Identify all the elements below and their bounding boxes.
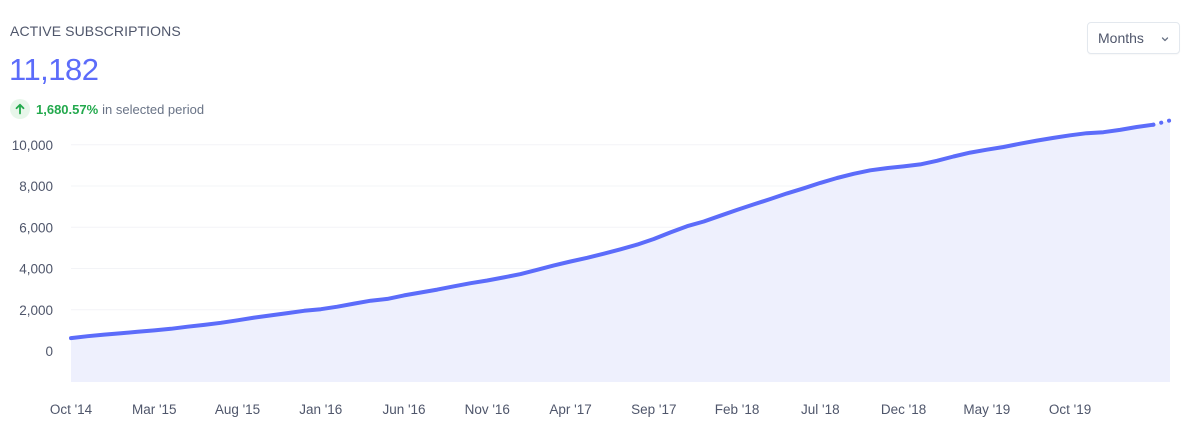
x-tick-label: Oct '14 <box>50 402 93 417</box>
y-tick-label: 4,000 <box>19 262 53 277</box>
change-indicator: 1,680.57% in selected period <box>10 98 204 120</box>
y-tick-label: 10,000 <box>12 138 53 153</box>
metric-value: 11,182 <box>9 52 99 87</box>
x-tick-label: Mar '15 <box>132 402 177 417</box>
x-tick-label: Dec '18 <box>881 402 926 417</box>
change-caption: in selected period <box>102 101 205 117</box>
y-tick-label: 8,000 <box>19 179 53 194</box>
x-axis: Oct '14 Mar '15 Aug '15 Jan '16 Jun '16 Nov '… <box>50 402 1091 417</box>
arrow-up-icon <box>10 99 30 119</box>
metric-title: ACTIVE SUBSCRIPTIONS <box>10 23 181 39</box>
x-tick-label: Oct '19 <box>1049 402 1091 417</box>
x-tick-label: Jul '18 <box>801 402 840 417</box>
x-tick-label: Jun '16 <box>382 402 425 417</box>
change-percent: 1,680.57% <box>36 101 99 117</box>
series-line-projected <box>1151 118 1172 127</box>
y-tick-label: 0 <box>45 344 53 359</box>
x-tick-label: Apr '17 <box>549 402 591 417</box>
period-select-value: Months <box>1098 30 1144 46</box>
period-select[interactable]: Months <box>1087 22 1180 54</box>
y-tick-label: 6,000 <box>19 220 53 235</box>
y-axis: 0 2,000 4,000 6,000 8,000 10,000 <box>12 138 53 359</box>
y-tick-label: 2,000 <box>19 303 53 318</box>
x-tick-label: Jan '16 <box>299 402 342 417</box>
chevron-down-icon <box>1161 37 1169 42</box>
line-layer <box>69 118 1172 341</box>
x-tick-label: Sep '17 <box>631 402 676 417</box>
x-tick-label: May '19 <box>963 402 1010 417</box>
x-tick-label: Nov '16 <box>465 402 510 417</box>
x-tick-label: Feb '18 <box>715 402 760 417</box>
x-tick-label: Aug '15 <box>215 402 260 417</box>
series-line <box>69 122 1156 341</box>
